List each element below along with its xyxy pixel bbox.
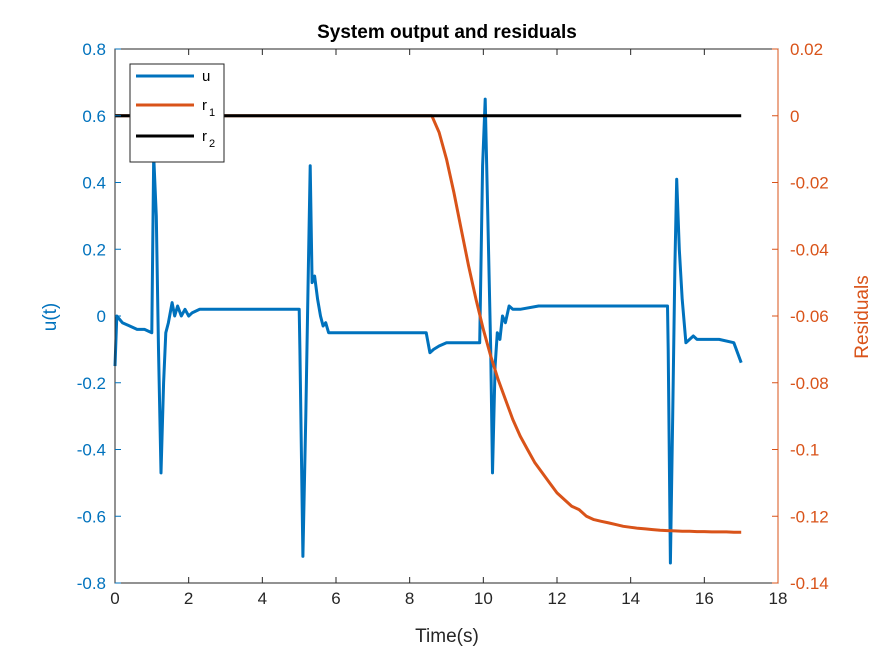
chart-title: System output and residuals [317,22,577,43]
legend-box [129,63,225,163]
legend-label-r1: r [202,97,207,114]
left-y-tick-label: 0.2 [82,240,106,259]
legend-subscript-r1: 1 [209,107,215,119]
right-y-tick-label: -0.04 [790,240,829,259]
right-y-axis: -0.14 -0.12 -0.1 -0.08 -0.06 -0.04 -0.02 0 0.02 [772,40,829,593]
left-y-tick-label: 0.6 [82,107,106,126]
right-y-tick-label: 0.02 [790,40,823,59]
legend-subscript-r2: 2 [209,138,215,150]
right-y-tick-label: -0.06 [790,307,829,326]
x-axis: 0 2 4 6 8 10 12 14 16 18 [110,49,787,608]
x-tick-label: 6 [331,589,340,608]
x-axis-label: Time(s) [415,626,479,647]
right-y-tick-label: -0.14 [790,574,829,593]
legend-label-r2: r [202,128,207,145]
x-tick-label: 2 [184,589,193,608]
x-tick-label: 10 [474,589,493,608]
x-tick-label: 16 [695,589,714,608]
series-line-r1 [115,114,742,534]
series-line-u [113,97,743,565]
right-y-tick-label: -0.02 [790,174,829,193]
right-y-axis-label: Residuals [852,275,873,358]
right-y-tick-label: -0.08 [790,374,829,393]
left-y-tick-label: 0 [97,307,106,326]
left-y-tick-label: -0.6 [77,507,106,526]
x-tick-label: 0 [110,589,119,608]
right-y-tick-label: -0.12 [790,507,829,526]
left-y-axis: -0.8 -0.6 -0.4 -0.2 0 0.2 0.4 0.6 0.8 [77,40,121,593]
legend: ur 1r 2 [129,63,225,163]
x-tick-label: 14 [621,589,640,608]
x-tick-label: 4 [258,589,267,608]
left-y-tick-label: -0.8 [77,574,106,593]
left-y-tick-label: -0.2 [77,374,106,393]
x-tick-label: 18 [769,589,788,608]
x-tick-label: 8 [405,589,414,608]
x-tick-label: 12 [548,589,567,608]
right-y-tick-label: 0 [790,107,799,126]
left-y-tick-label: 0.8 [82,40,106,59]
left-y-tick-label: -0.4 [77,441,106,460]
legend-label-u: u [202,68,210,85]
left-y-tick-label: 0.4 [82,174,106,193]
right-y-tick-label: -0.1 [790,441,819,460]
left-y-axis-label: u(t) [40,303,61,332]
